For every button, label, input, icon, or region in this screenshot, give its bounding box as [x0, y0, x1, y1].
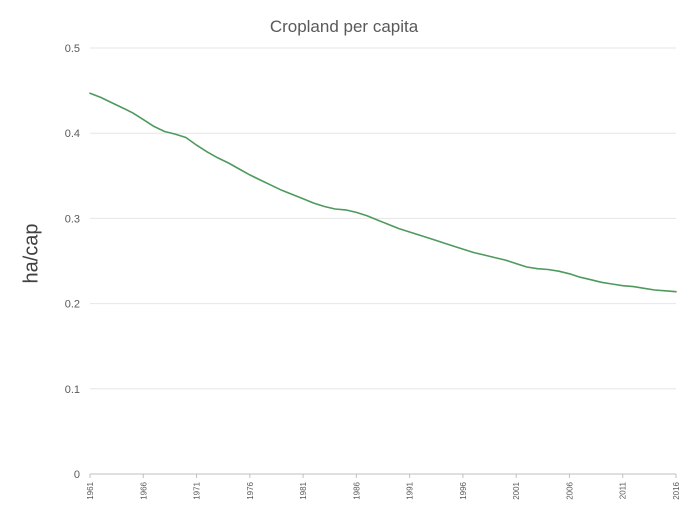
- x-tick-label: 1961: [86, 481, 95, 499]
- x-tick-label: 2011: [619, 481, 628, 499]
- x-tick-label: 1971: [193, 481, 202, 499]
- x-tick-label: 1976: [246, 481, 255, 499]
- x-tick-label: 2006: [565, 481, 574, 499]
- x-tick-label: 1966: [139, 481, 148, 499]
- x-tick-label: 2001: [512, 481, 521, 499]
- y-tick-label: 0: [74, 469, 80, 481]
- x-tick-label: 1996: [459, 481, 468, 499]
- x-tick-label: 1986: [352, 481, 361, 499]
- x-tick-label: 2016: [672, 481, 681, 499]
- y-tick-label: 0.4: [65, 128, 80, 140]
- y-tick-label: 0.1: [65, 384, 80, 396]
- y-tick-label: 0.3: [65, 213, 80, 225]
- x-tick-label: 1981: [299, 481, 308, 499]
- y-tick-label: 0.5: [65, 43, 80, 55]
- y-tick-label: 0.2: [65, 299, 80, 311]
- series-line: [89, 92, 677, 293]
- x-tick-label: 1991: [406, 481, 415, 499]
- chart-title: Cropland per capita: [269, 17, 419, 36]
